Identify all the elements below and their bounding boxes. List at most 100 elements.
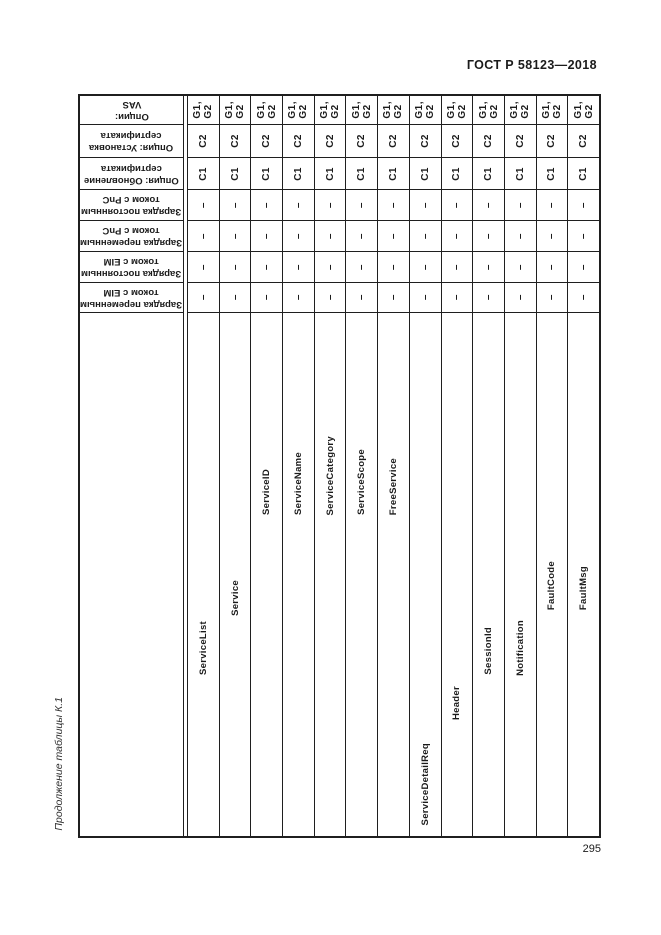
element-cell: Service xyxy=(220,313,251,836)
value-cell: – xyxy=(409,252,441,283)
element-label-wrap: ServiceID xyxy=(251,469,282,515)
header-row-label-cell: Зарядка переменным током с PnC xyxy=(80,221,183,252)
element-name-label: ServiceList xyxy=(197,621,209,675)
element-cell: Header xyxy=(442,313,473,836)
value-cell: C1 xyxy=(504,158,536,190)
element-label-wrap: Service xyxy=(220,580,251,616)
value-cell: G1, G2 xyxy=(441,96,473,125)
value-text: – xyxy=(229,263,241,271)
page-number: 295 xyxy=(582,843,601,855)
value-cell: G1, G2 xyxy=(473,96,504,125)
element-cell: ServiceDetailReq xyxy=(410,313,441,836)
value-text: – xyxy=(292,263,304,271)
value-cell: G1, G2 xyxy=(378,96,409,125)
element-name-label: FaultMsg xyxy=(578,565,590,610)
table-column-servicedetailreq: G1, G2 C2 C1 – – – – ServiceDetailReq xyxy=(409,96,442,836)
element-cell: FaultMsg xyxy=(568,313,599,836)
value-text: C1 xyxy=(451,166,463,181)
value-text: – xyxy=(197,263,209,271)
value-text: C2 xyxy=(324,134,336,148)
value-text: – xyxy=(546,263,558,271)
element-name-label: ServiceName xyxy=(292,452,304,515)
standard-number-header: ГОСТ Р 58123—2018 xyxy=(466,58,597,72)
value-cell: – xyxy=(378,221,409,252)
value-text: G1, G2 xyxy=(445,101,468,119)
value-text: C1 xyxy=(292,166,304,181)
element-name-label: ServiceCategory xyxy=(324,435,336,515)
value-cell: C1 xyxy=(283,158,314,190)
value-text: – xyxy=(324,201,336,209)
value-cell: – xyxy=(441,283,473,313)
header-row-label: Опция: Установка сертификата xyxy=(89,130,174,153)
table-header-column: Опции: VAS Опция: Установка сертификата Оп… xyxy=(80,96,184,836)
table-column-service: G1, G2 C2 C1 – – – – Service xyxy=(219,96,252,836)
element-cell: ServiceCategory xyxy=(315,313,346,836)
element-cell: ServiceList xyxy=(188,313,219,836)
value-cell: G1, G2 xyxy=(536,96,568,125)
value-cell: – xyxy=(378,283,409,313)
value-text: – xyxy=(197,232,209,240)
element-cell: Notification xyxy=(505,313,536,836)
value-text: G1, G2 xyxy=(255,101,278,119)
value-cell: C1 xyxy=(219,158,251,190)
value-text: C2 xyxy=(261,134,273,148)
value-text: – xyxy=(483,263,495,271)
value-text: G1, G2 xyxy=(509,101,532,119)
value-text: C2 xyxy=(229,134,241,148)
value-text: – xyxy=(546,201,558,209)
value-text: C1 xyxy=(483,166,495,181)
value-cell: – xyxy=(568,252,599,283)
value-text: – xyxy=(514,232,526,240)
value-cell: – xyxy=(473,190,504,221)
element-label-wrap: ServiceDetailReq xyxy=(410,743,441,825)
value-cell: – xyxy=(568,283,599,313)
value-cell: G1, G2 xyxy=(568,96,599,125)
value-cell: – xyxy=(251,221,283,252)
value-text: C2 xyxy=(451,134,463,148)
value-cell: – xyxy=(441,190,473,221)
value-cell: – xyxy=(283,221,314,252)
header-row-label: Опции: VAS xyxy=(114,99,149,122)
value-text: – xyxy=(578,294,590,301)
value-cell: – xyxy=(378,190,409,221)
value-text: – xyxy=(387,232,399,240)
value-text: C1 xyxy=(419,166,431,181)
value-text: C1 xyxy=(578,166,590,181)
element-label-wrap: SessionId xyxy=(473,627,504,675)
header-row-label: Зарядка переменным током с PnC xyxy=(80,225,183,248)
value-text: – xyxy=(578,232,590,240)
value-cell: – xyxy=(251,252,283,283)
value-text: – xyxy=(292,232,304,240)
value-text: G1, G2 xyxy=(192,101,215,119)
value-cell: – xyxy=(536,190,568,221)
table-column-servicelist: G1, G2 C2 C1 – – – – ServiceList xyxy=(188,96,220,836)
value-text: – xyxy=(292,294,304,301)
value-text: – xyxy=(451,232,463,240)
value-text: – xyxy=(197,294,209,301)
value-cell: – xyxy=(346,190,378,221)
value-cell: – xyxy=(219,252,251,283)
element-label-wrap: Header xyxy=(442,686,473,720)
value-text: – xyxy=(514,201,526,209)
value-cell: – xyxy=(314,252,346,283)
value-text: – xyxy=(229,294,241,301)
value-cell: – xyxy=(251,283,283,313)
value-text: C1 xyxy=(514,166,526,181)
value-cell: – xyxy=(504,283,536,313)
value-cell: – xyxy=(314,283,346,313)
element-label-wrap: FaultMsg xyxy=(568,566,599,610)
table-column-faultcode: G1, G2 C2 C1 – – – – FaultCode xyxy=(536,96,569,836)
value-cell: – xyxy=(536,283,568,313)
element-cell: ServiceID xyxy=(251,313,282,836)
value-cell: – xyxy=(504,221,536,252)
value-text: C1 xyxy=(324,166,336,181)
value-cell: – xyxy=(409,283,441,313)
value-cell: C2 xyxy=(219,125,251,158)
element-cell: FaultCode xyxy=(537,313,568,836)
value-text: – xyxy=(356,232,368,240)
value-text: – xyxy=(356,263,368,271)
value-text: C2 xyxy=(419,134,431,148)
value-cell: C2 xyxy=(314,125,346,158)
value-text: – xyxy=(483,232,495,240)
